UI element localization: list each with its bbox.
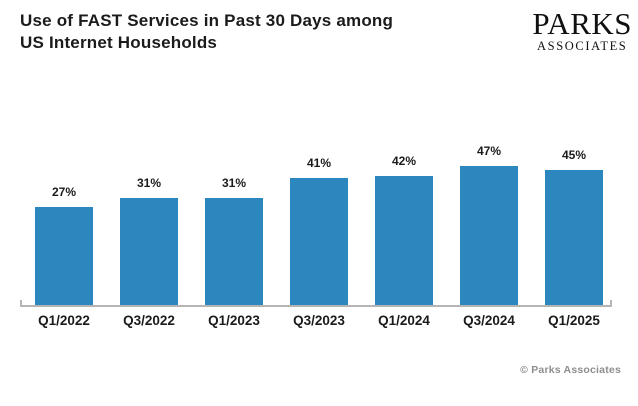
bar — [460, 166, 518, 307]
bar-value-label: 45% — [561, 148, 587, 162]
bar-group: 45% — [545, 148, 603, 307]
x-axis-label: Q1/2022 — [38, 313, 90, 328]
bar-value-label: 31% — [221, 176, 247, 190]
bar-group: 31% — [205, 176, 263, 307]
parks-associates-logo: PARKS ASSOCIATES — [532, 8, 632, 53]
x-axis-label: Q1/2023 — [208, 313, 260, 328]
chart-title: Use of FAST Services in Past 30 Days amo… — [20, 10, 460, 54]
bar — [35, 207, 93, 307]
bar — [120, 198, 178, 307]
bar-value-label: 27% — [51, 185, 77, 199]
x-axis-label: Q1/2025 — [548, 313, 600, 328]
bar — [290, 178, 348, 307]
x-axis-line — [20, 300, 612, 307]
x-axis-label: Q3/2023 — [293, 313, 345, 328]
copyright-text: © Parks Associates — [520, 364, 621, 376]
logo-associates-text: ASSOCIATES — [537, 39, 628, 53]
x-axis-label: Q3/2022 — [123, 313, 175, 328]
bars-row: 27% 31% 31% 41% 42% 47% 45% — [35, 144, 603, 307]
x-axis-label: Q1/2024 — [378, 313, 430, 328]
bar-value-label: 41% — [306, 156, 332, 170]
bar — [545, 170, 603, 307]
bar-value-label: 42% — [391, 154, 417, 168]
bar-group: 42% — [375, 154, 433, 307]
chart-title-line2: US Internet Households — [20, 32, 218, 52]
bar-group: 27% — [35, 185, 93, 307]
bar — [205, 198, 263, 307]
bar-value-label: 31% — [136, 176, 162, 190]
x-axis-label: Q3/2024 — [463, 313, 515, 328]
logo-parks-text: PARKS — [532, 6, 632, 41]
bar-group: 47% — [460, 144, 518, 307]
chart-title-line1: Use of FAST Services in Past 30 Days amo… — [20, 11, 394, 30]
bar-value-label: 47% — [476, 144, 502, 158]
bar-group: 41% — [290, 156, 348, 307]
bar — [375, 176, 433, 307]
bar-group: 31% — [120, 176, 178, 307]
x-labels-row: Q1/2022 Q3/2022 Q1/2023 Q3/2023 Q1/2024 Q3/20… — [35, 313, 603, 328]
